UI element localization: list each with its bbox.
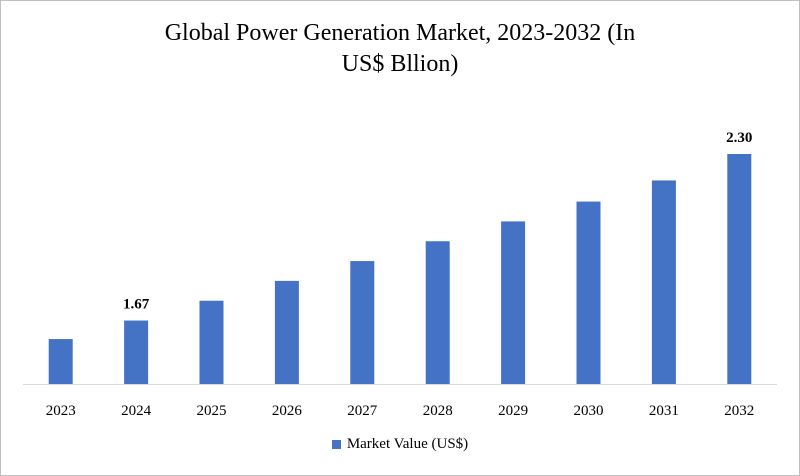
x-tick-label-2023: 2023	[46, 403, 76, 419]
bar-2031	[651, 180, 676, 384]
x-tick-label-2032: 2032	[724, 403, 754, 419]
x-tick-label-2026: 2026	[272, 403, 303, 419]
chart-title-line-1: Global Power Generation Market, 2023-203…	[164, 20, 636, 46]
bar-2032	[727, 154, 752, 384]
bar-2023	[48, 339, 73, 384]
legend: Market Value (US$)	[0, 436, 800, 453]
data-label-2024: 1.67	[123, 297, 150, 313]
bar-2026	[274, 280, 299, 384]
legend-swatch	[331, 440, 341, 449]
bar-2027	[350, 261, 375, 384]
bar-2030	[576, 201, 601, 384]
bar-2029	[501, 221, 526, 384]
x-tick-label-2030: 2030	[574, 403, 604, 419]
x-tick-label-2027: 2027	[347, 403, 378, 419]
x-tick-label-2028: 2028	[423, 403, 453, 419]
bar-group	[48, 154, 752, 384]
chart-title: Global Power Generation Market, 2023-203…	[0, 18, 800, 80]
data-labels: 1.67 2.30	[123, 130, 752, 313]
x-tick-labels: 2023 2024 2025 2026 2027 2028 2029 2030 2031 2032	[46, 403, 755, 419]
bar-2025	[199, 300, 224, 384]
bar-2024	[124, 320, 149, 384]
x-tick-label-2029: 2029	[498, 403, 528, 419]
bar-2028	[425, 241, 450, 384]
chart-title-line-2: US$ Bllion)	[341, 51, 459, 77]
data-label-2032: 2.30	[726, 130, 752, 146]
x-tick-label-2031: 2031	[649, 403, 679, 419]
x-tick-label-2025: 2025	[197, 403, 227, 419]
x-tick-label-2024: 2024	[121, 403, 152, 419]
legend-label: Market Value (US$)	[346, 436, 469, 452]
